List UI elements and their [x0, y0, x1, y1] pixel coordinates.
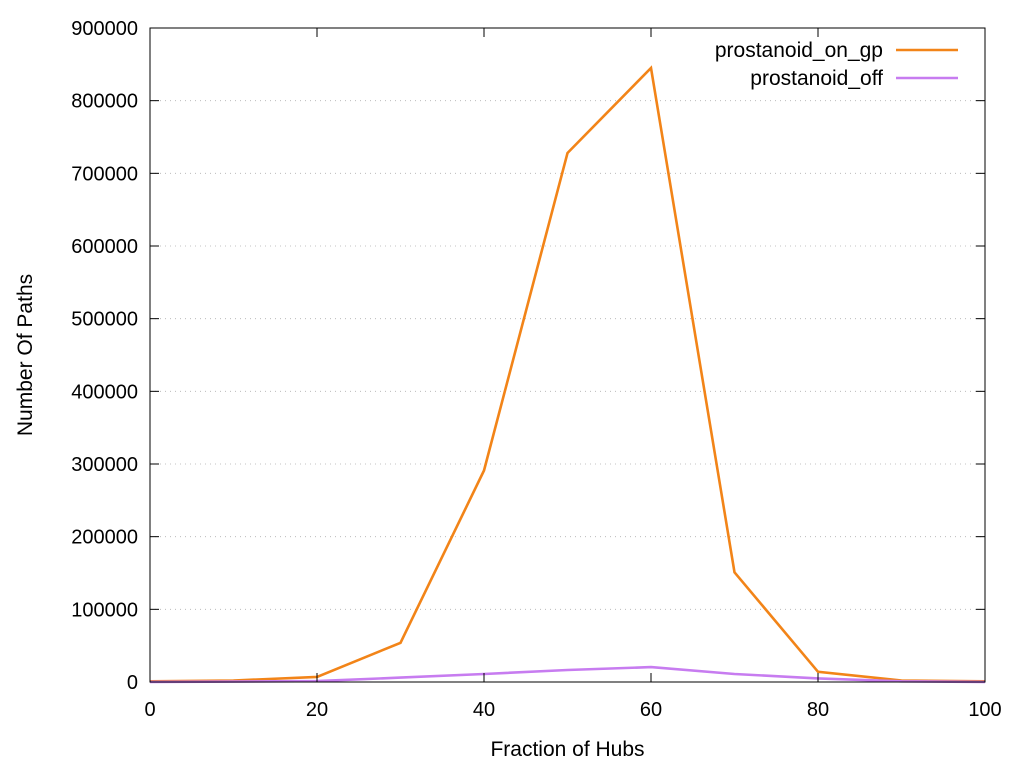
- x-tick-label: 40: [473, 699, 495, 721]
- x-tick-label: 20: [306, 699, 328, 721]
- y-tick-label: 0: [127, 672, 138, 694]
- y-tick-label: 700000: [71, 163, 138, 185]
- grid-lines: [150, 100, 985, 610]
- legend-label: prostanoid_off: [750, 67, 883, 90]
- legend: prostanoid_on_gp prostanoid_off: [715, 39, 958, 90]
- y-tick-label: 300000: [71, 454, 138, 476]
- y-tick-label: 100000: [71, 599, 138, 621]
- x-tick-label: 0: [144, 699, 155, 721]
- y-tick-label: 400000: [71, 381, 138, 403]
- legend-label: prostanoid_on_gp: [715, 39, 883, 62]
- series-lines: [149, 65, 986, 684]
- y-axis-label: Number Of Paths: [14, 274, 37, 436]
- y-tick-label: 600000: [71, 236, 138, 258]
- x-tick-label: 100: [968, 699, 1001, 721]
- x-tick-label: 60: [640, 699, 662, 721]
- x-tick-label: 80: [807, 699, 829, 721]
- y-tick-label: 900000: [71, 18, 138, 40]
- plot-frame: [149, 27, 986, 683]
- axis-ticks: 0 100000 200000 300000 400000 500000 600000 700…: [71, 18, 1001, 721]
- x-axis-label: Fraction of Hubs: [490, 738, 644, 761]
- series-line-prostanoid_on_gp: [149, 65, 986, 683]
- y-tick-label: 500000: [71, 309, 138, 331]
- series-line-prostanoid_off: [149, 665, 986, 684]
- y-tick-label: 800000: [71, 91, 138, 113]
- y-tick-label: 200000: [71, 527, 138, 549]
